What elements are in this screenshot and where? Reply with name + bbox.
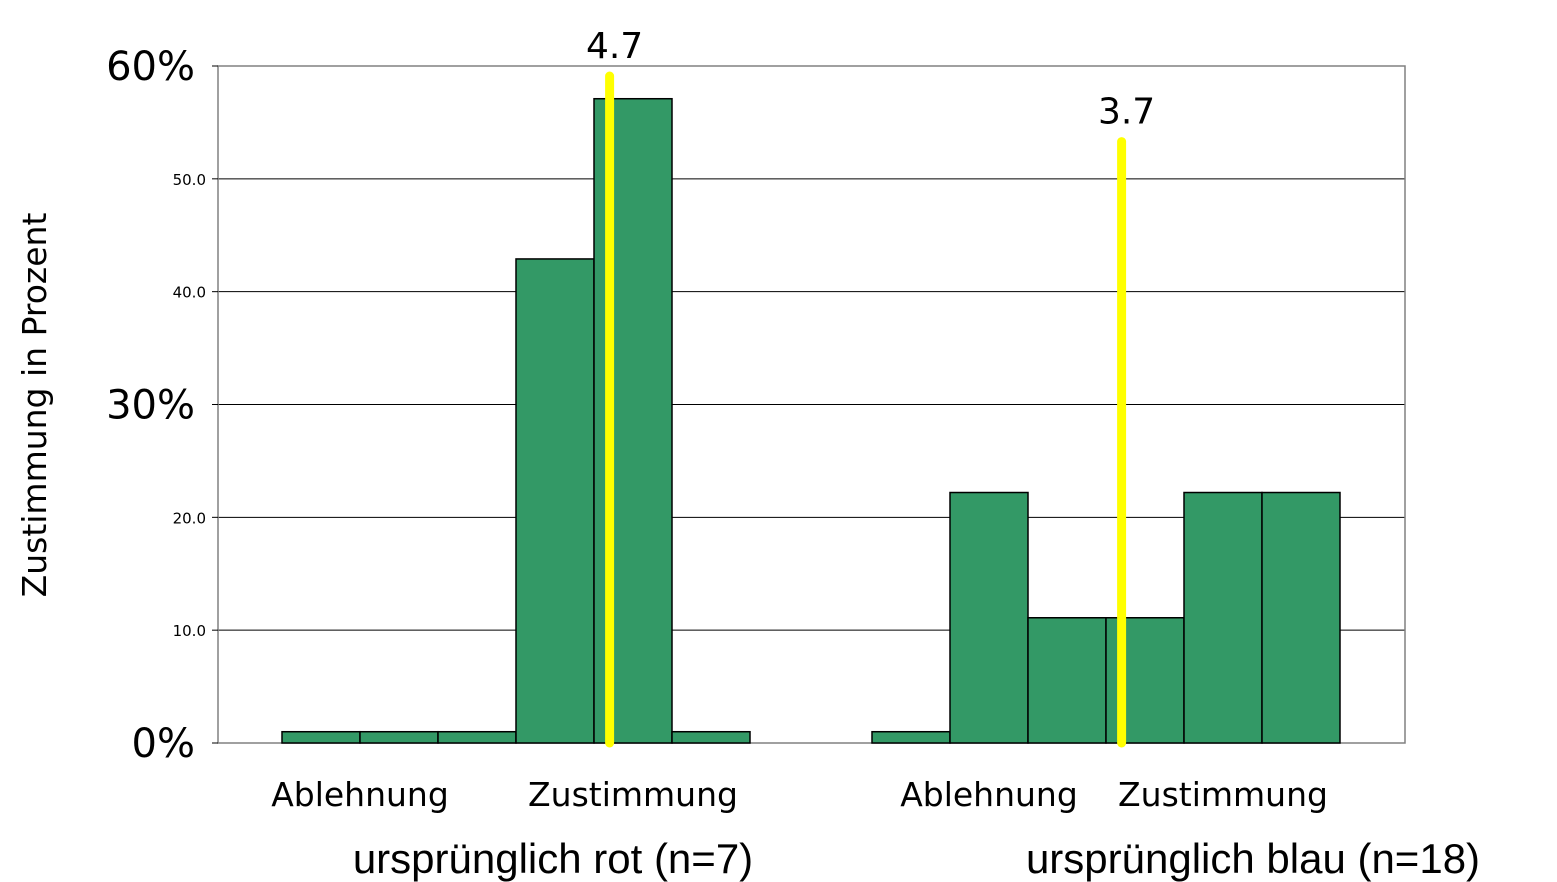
y-tick-label: 50.0 [173,171,206,189]
bars [281,97,1341,744]
category-labels: Ablehnung Zustimmung ursprünglich rot (n=7… [271,775,1480,882]
bar [1027,617,1107,744]
group-label: ursprünglich rot (n=7) [353,835,753,882]
bar [871,730,951,744]
x-category-label: Zustimmung [528,775,738,814]
y-tick-label: 60% [106,44,195,90]
bar [437,730,517,744]
y-tick-label: 0% [132,721,195,767]
bar [949,491,1029,744]
y-tick-label: 10.0 [173,622,206,640]
group-label: ursprünglich blau (n=18) [1026,835,1480,882]
bar [1183,491,1263,744]
bar [515,258,595,744]
y-axis-title: Zustimmung in Prozent [15,213,54,598]
y-tick-label: 30% [106,383,195,429]
y-tick-label: 20.0 [173,509,206,527]
bar [1261,491,1341,744]
y-tick-label: 40.0 [173,284,206,302]
bar [281,730,361,744]
y-axis-ticks: 0% 10.0 20.0 30% 40.0 50.0 60% [106,44,218,767]
bar [359,730,439,744]
mean-label: 4.7 [586,26,643,67]
x-category-label: Ablehnung [271,775,449,814]
x-category-label: Ablehnung [900,775,1078,814]
mean-label: 3.7 [1098,92,1155,133]
x-category-label: Zustimmung [1118,775,1328,814]
bar [671,730,751,744]
mean-lines: 4.7 3.7 [586,26,1155,748]
